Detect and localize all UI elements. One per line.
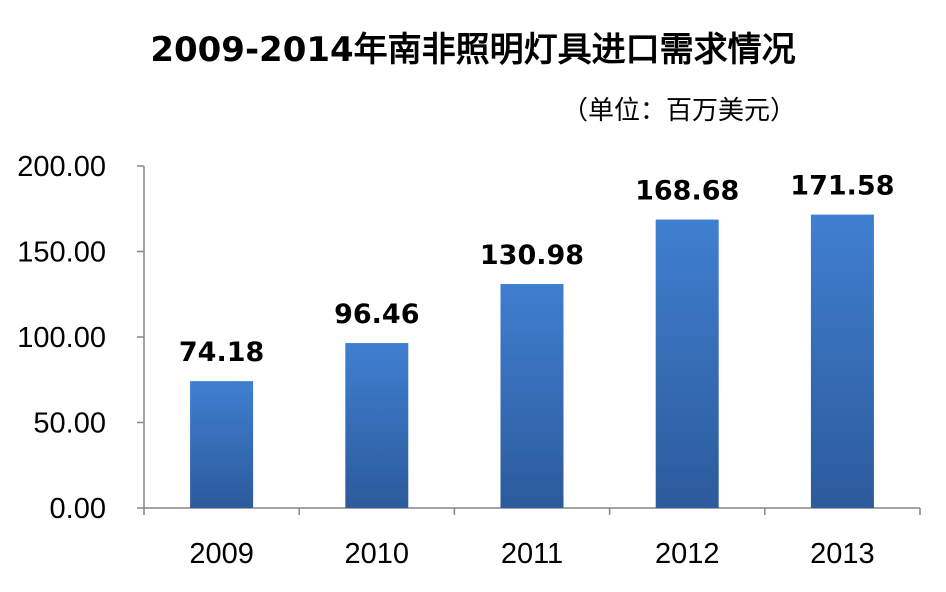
data-label-2009: 74.18: [179, 337, 264, 368]
data-label-2011: 130.98: [480, 240, 584, 271]
chart-subtitle: （单位：百万美元）: [561, 96, 796, 126]
bars: [190, 214, 874, 509]
bar-2012: [655, 219, 719, 509]
bar-2010: [345, 343, 409, 508]
x-tick-label-2013: 2013: [810, 538, 875, 570]
labels: 0.00 50.00 100.00 150.00 200.00 74.18 2009 96.4…: [17, 151, 894, 570]
bar-2013: [810, 214, 874, 508]
y-tick-label: 150.00: [17, 237, 106, 269]
bar-2009: [190, 381, 254, 508]
data-label-2012: 168.68: [635, 176, 739, 207]
x-tick-label-2010: 2010: [345, 538, 410, 570]
bar-2011: [500, 284, 564, 508]
y-tick-label: 200.00: [17, 151, 106, 183]
chart-title: 2009-2014年南非照明灯具进口需求情况: [150, 30, 796, 70]
x-tick-label-2011: 2011: [501, 538, 563, 570]
y-tick-label: 100.00: [17, 322, 106, 354]
y-tick-label: 0.00: [50, 493, 106, 525]
x-tick-label-2012: 2012: [655, 538, 720, 570]
data-label-2010: 96.46: [334, 299, 419, 330]
y-tick-label: 50.00: [33, 408, 106, 440]
x-tick-label-2009: 2009: [189, 538, 254, 570]
data-label-2013: 171.58: [790, 171, 894, 202]
